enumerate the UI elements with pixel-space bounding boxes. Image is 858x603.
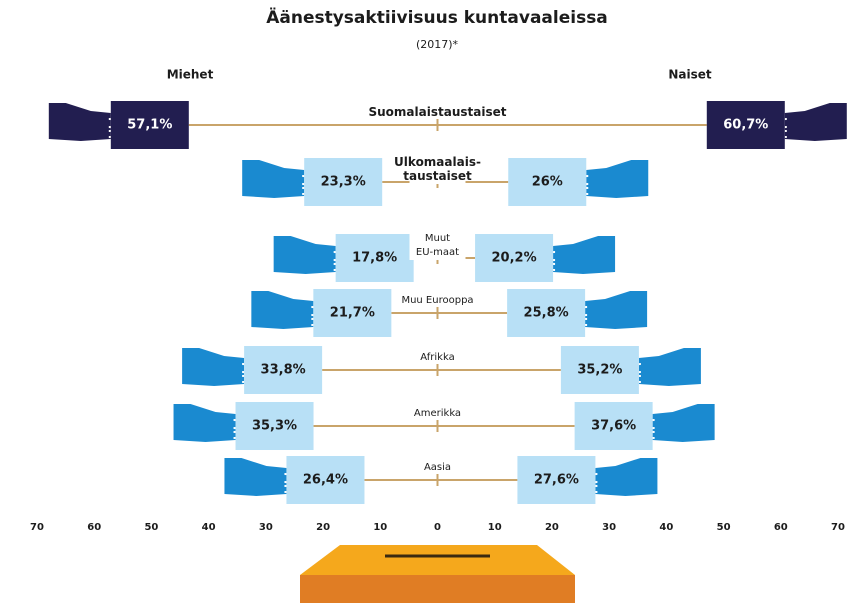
chart-title: Äänestysaktiivisuus kuntavaaleissa — [266, 6, 608, 28]
x-tick-label: 60 — [87, 522, 101, 533]
x-tick-label: 70 — [30, 522, 44, 533]
x-tick-label: 30 — [602, 522, 616, 533]
legend-left: Miehet — [167, 68, 214, 82]
value-label: 21,7% — [330, 306, 375, 321]
x-tick-label: 10 — [488, 522, 502, 533]
hand-shape — [251, 291, 313, 329]
ballot-box — [300, 545, 575, 603]
value-label: 17,8% — [352, 251, 397, 266]
value-label: 26% — [532, 175, 563, 190]
value-label: 33,8% — [261, 363, 306, 378]
x-tick-label: 70 — [831, 522, 845, 533]
category-label: Afrikka — [420, 352, 454, 363]
category-label: Aasia — [424, 462, 451, 473]
category-label: Suomalaistaustaiset — [369, 105, 507, 119]
hand-shape — [595, 458, 657, 496]
value-label: 57,1% — [127, 118, 172, 133]
x-tick-label: 60 — [774, 522, 788, 533]
category-label: Muu Eurooppa — [401, 295, 473, 306]
x-tick-label: 20 — [316, 522, 330, 533]
category-label: Amerikka — [414, 408, 461, 419]
x-tick-label: 0 — [434, 522, 441, 533]
x-tick-label: 30 — [259, 522, 273, 533]
value-label: 60,7% — [723, 118, 768, 133]
value-label: 27,6% — [534, 473, 579, 488]
hand-shape — [639, 348, 701, 386]
value-label: 20,2% — [492, 251, 537, 266]
legend-right: Naiset — [668, 68, 712, 82]
value-label: 23,3% — [321, 175, 366, 190]
value-label: 25,8% — [524, 306, 569, 321]
hand-shape — [242, 160, 304, 198]
x-tick-label: 10 — [373, 522, 387, 533]
hand-shape — [182, 348, 244, 386]
chart: Äänestysaktiivisuus kuntavaaleissa (2017… — [0, 0, 858, 603]
hand-shape — [274, 236, 336, 274]
value-label: 35,3% — [252, 419, 297, 434]
hand-shape — [553, 236, 615, 274]
chart-subtitle: (2017)* — [416, 38, 459, 51]
hand-shape — [586, 160, 648, 198]
x-tick-label: 50 — [717, 522, 731, 533]
hand-shape — [585, 291, 647, 329]
hand-shape — [224, 458, 286, 496]
hand-shape — [653, 404, 715, 442]
hand-shape — [49, 103, 111, 141]
x-tick-label: 50 — [144, 522, 158, 533]
x-tick-label: 20 — [545, 522, 559, 533]
x-tick-label: 40 — [202, 522, 216, 533]
value-label: 26,4% — [303, 473, 348, 488]
value-label: 35,2% — [577, 363, 622, 378]
value-label: 37,6% — [591, 419, 636, 434]
hand-shape — [785, 103, 847, 141]
hand-shape — [174, 404, 236, 442]
x-tick-label: 40 — [659, 522, 673, 533]
category-label: Ulkomaalais-taustaiset — [394, 155, 481, 183]
